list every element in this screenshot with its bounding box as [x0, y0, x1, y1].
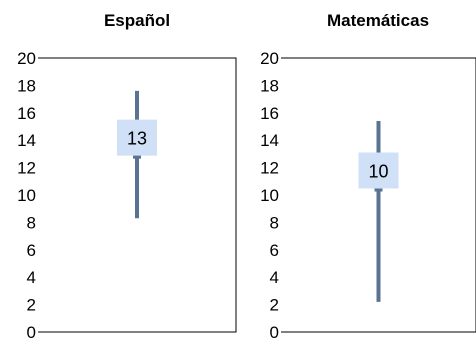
- y-tick-label: 10: [260, 186, 279, 205]
- y-tick-label: 6: [27, 241, 36, 260]
- y-tick-label: 16: [260, 104, 279, 123]
- y-tick-label: 20: [260, 49, 279, 68]
- y-tick-label: 12: [260, 159, 279, 178]
- y-tick-label: 4: [27, 268, 36, 287]
- plot-frame: [281, 57, 476, 333]
- value-marker: [374, 187, 383, 192]
- y-tick-label: 2: [27, 296, 36, 315]
- y-tick-label: 0: [270, 323, 279, 341]
- y-tick-label: 2: [270, 296, 279, 315]
- y-tick-label: 16: [17, 104, 36, 123]
- data-label: 10: [368, 162, 388, 182]
- y-tick-label: 14: [260, 131, 279, 150]
- y-tick-label: 6: [270, 241, 279, 260]
- y-tick-label: 8: [270, 213, 279, 232]
- y-tick-label: 8: [27, 213, 36, 232]
- y-tick-label: 0: [27, 323, 36, 341]
- y-tick-label: 20: [17, 49, 36, 68]
- data-label-box: [358, 152, 399, 189]
- y-tick-label: 14: [17, 131, 36, 150]
- panel-title: Español: [104, 11, 170, 30]
- data-label: 13: [127, 129, 147, 149]
- value-marker: [133, 154, 141, 159]
- plot-frame: [38, 57, 237, 333]
- y-tick-label: 18: [17, 76, 36, 95]
- y-tick-label: 18: [260, 76, 279, 95]
- data-label-box: [117, 119, 157, 156]
- y-tick-label: 4: [270, 268, 279, 287]
- y-tick-label: 10: [17, 186, 36, 205]
- panel-title: Matemáticas: [327, 11, 429, 30]
- y-tick-label: 12: [17, 159, 36, 178]
